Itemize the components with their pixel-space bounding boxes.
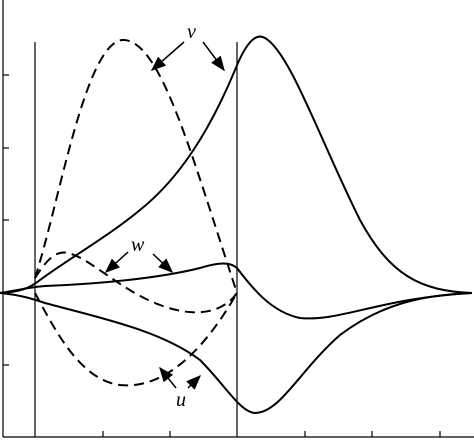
arrow: [104, 251, 129, 274]
curves: [0, 35, 473, 415]
label-v: v: [187, 21, 196, 43]
annotations: v w u: [104, 21, 225, 411]
dashed-v: [34, 38, 238, 294]
solid-v: [0, 35, 473, 294]
solid-w: [0, 262, 473, 320]
arrow: [202, 41, 225, 72]
arrow: [159, 366, 177, 389]
solid-u: [0, 292, 473, 415]
dashed-u: [34, 292, 238, 387]
label-w: w: [131, 234, 145, 256]
label-u: u: [176, 389, 186, 411]
arrow: [150, 41, 185, 71]
arrow: [152, 253, 174, 274]
arrow: [186, 374, 202, 390]
